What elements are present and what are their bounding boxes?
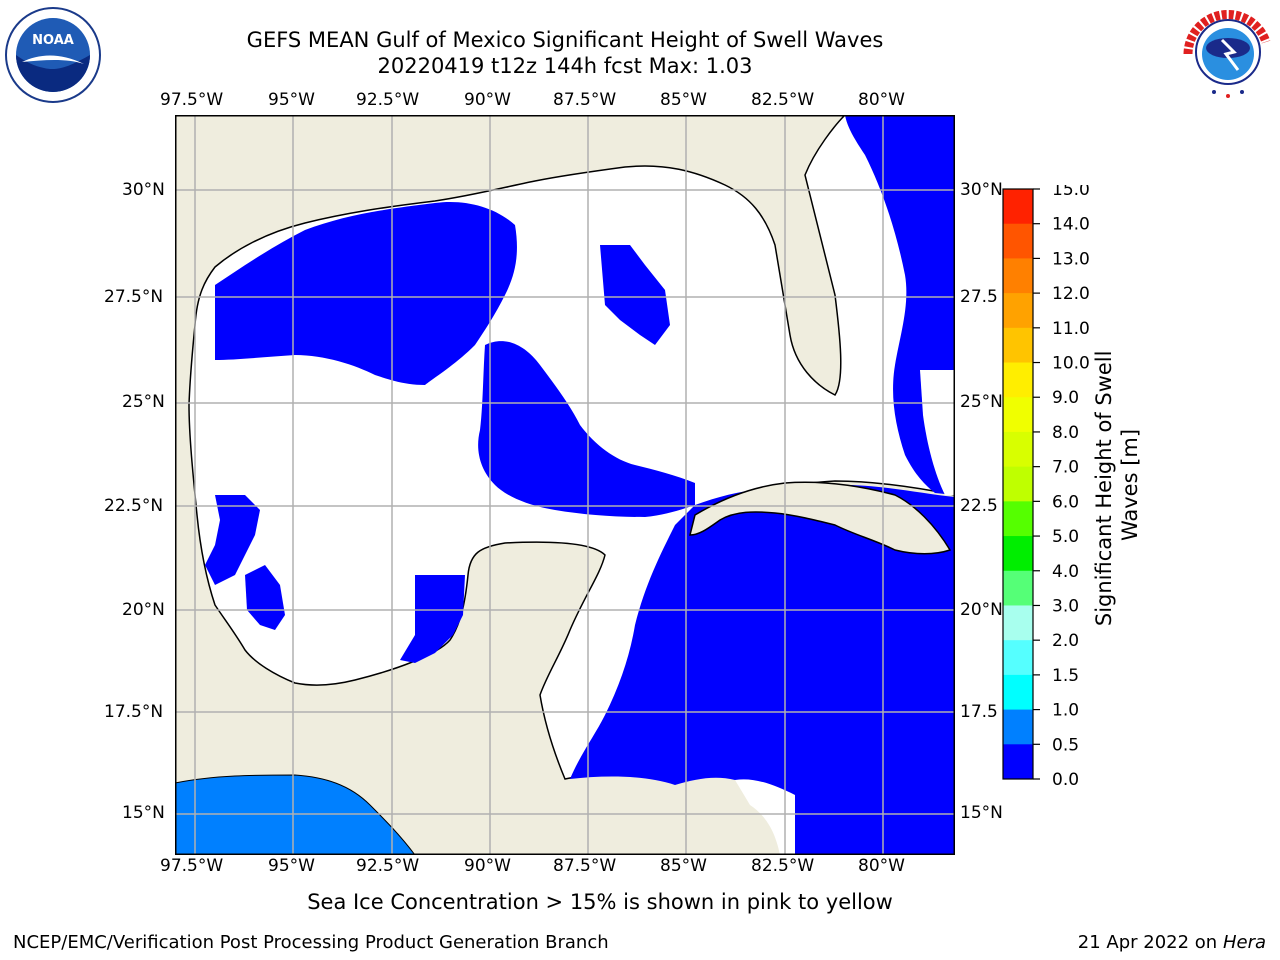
colorbar-band — [1003, 570, 1033, 606]
colorbar-tick-label: 0.0 — [1052, 770, 1079, 790]
lon-label-top: 82.5°W — [751, 90, 815, 110]
date-text: 21 Apr 2022 on — [1077, 932, 1223, 953]
colorbar-frame — [1002, 188, 1034, 780]
colorbar-tick-label: 14.0 — [1052, 215, 1090, 235]
colorbar-tick-label: 9.0 — [1052, 388, 1079, 408]
colorbar-tick-label: 11.0 — [1052, 319, 1090, 339]
lat-label-right: 15°N — [960, 803, 1003, 823]
lon-label-top: 90°W — [464, 90, 511, 110]
colorbar-tick-label: 15.0 — [1052, 185, 1090, 200]
colorbar-band — [1003, 293, 1033, 329]
date-stamp: 21 Apr 2022 on Hera — [1078, 932, 1266, 953]
colorbar-tick-label: 7.0 — [1052, 458, 1079, 478]
lat-label-right: 30°N — [960, 180, 1003, 200]
colorbar-tick-label: 6.0 — [1052, 492, 1079, 512]
map-panel — [175, 115, 955, 855]
caribbean-sea — [570, 484, 955, 855]
colorbar-band — [1003, 709, 1033, 745]
latitude-gridlines — [175, 189, 955, 815]
longitude-gridlines — [194, 115, 884, 855]
colorbar-band — [1003, 431, 1033, 468]
lat-label-left: 25°N — [122, 392, 165, 412]
lat-label-left: 17.5°N — [104, 702, 164, 722]
colorbar-tick-label: 5.0 — [1052, 527, 1079, 547]
colorbar-band — [1003, 327, 1033, 364]
lat-label-left: 15°N — [122, 803, 165, 823]
swell-area-yucatan — [400, 575, 465, 663]
colorbar-ticks: 15.0 14.0 13.0 12.0 11.0 10.0 9.0 8.0 7.0 6.0 5.0 4… — [1033, 185, 1090, 790]
lon-label-bottom: 82.5°W — [751, 856, 815, 876]
lon-label-bottom: 85°W — [660, 856, 707, 876]
lat-label-right: 17.5 — [960, 702, 998, 722]
colorbar-band — [1003, 189, 1033, 225]
colorbar-band — [1003, 397, 1033, 433]
swell-area-sw — [245, 565, 285, 630]
colorbar-band — [1003, 466, 1033, 502]
map-frame — [175, 115, 955, 855]
nws-logo — [1180, 4, 1276, 100]
colorbar-band — [1003, 744, 1033, 780]
colorbar-band — [1003, 223, 1033, 259]
lon-label-bottom: 95°W — [268, 856, 315, 876]
lon-label-bottom: 97.5°W — [160, 856, 224, 876]
colorbar-band — [1003, 536, 1033, 572]
lon-label-bottom: 87.5°W — [553, 856, 617, 876]
swell-area-north — [215, 201, 517, 385]
lon-label-bottom: 90°W — [464, 856, 511, 876]
lon-label-top: 85°W — [660, 90, 707, 110]
swell-area-central — [478, 341, 695, 517]
colorbar-band — [1003, 501, 1033, 537]
colorbar-tick-label: 8.0 — [1052, 423, 1079, 443]
colorbar-tick-label: 3.0 — [1052, 596, 1079, 616]
caribbean-white-patch — [735, 779, 795, 855]
colorbar-tick-label: 10.0 — [1052, 354, 1090, 374]
chart-subtitle: 20220419 t12z 144h fcst Max: 1.03 — [377, 54, 753, 78]
lat-label-right: 22.5 — [960, 496, 998, 516]
credit-text: NCEP/EMC/Verification Post Processing Pr… — [13, 932, 609, 953]
lat-label-right: 27.5 — [960, 287, 998, 307]
machine-name: Hera — [1222, 932, 1266, 953]
sea-ice-note: Sea Ice Concentration > 15% is shown in … — [0, 890, 1280, 914]
lon-label-top: 87.5°W — [553, 90, 617, 110]
colorbar-tick-label: 1.0 — [1052, 701, 1079, 721]
colorbar-label: Significant Height of Swell Waves [m] — [1092, 344, 1142, 626]
pacific-region — [175, 774, 416, 855]
swell-area-ne — [600, 245, 670, 345]
lat-label-left: 20°N — [122, 600, 165, 620]
lat-label-left: 22.5°N — [104, 496, 164, 516]
colorbar-tick-label: 4.0 — [1052, 562, 1079, 582]
lon-label-bottom: 80°W — [858, 856, 905, 876]
colorbar-tick-label: 12.0 — [1052, 284, 1090, 304]
cuba-island — [689, 481, 952, 555]
colorbar-tick-label: 0.5 — [1052, 735, 1079, 755]
colorbar-boxes — [1003, 189, 1033, 780]
colorbar-band — [1003, 258, 1033, 294]
lon-label-bottom: 92.5°W — [356, 856, 420, 876]
lat-label-left: 30°N — [122, 180, 165, 200]
colorbar-band — [1003, 362, 1033, 398]
swell-area-west — [205, 495, 260, 585]
colorbar-tick-label: 2.0 — [1052, 631, 1079, 651]
chart-title: GEFS MEAN Gulf of Mexico Significant Hei… — [246, 28, 884, 52]
colorbar-band — [1003, 605, 1033, 641]
colorbar: 15.0 14.0 13.0 12.0 11.0 10.0 9.0 8.0 7.0 6.0 5.0 4… — [1002, 185, 1142, 790]
lon-label-top: 80°W — [858, 90, 905, 110]
sea-ice-note-text: Sea Ice Concentration > 15% is shown in … — [307, 890, 893, 914]
lat-label-left: 27.5°N — [104, 287, 164, 307]
atlantic-white-patch — [920, 370, 955, 495]
lon-label-top: 92.5°W — [356, 90, 420, 110]
colorbar-band — [1003, 640, 1033, 676]
colorbar-tick-label: 13.0 — [1052, 249, 1090, 269]
lon-label-top: 95°W — [268, 90, 315, 110]
lat-label-right: 25°N — [960, 392, 1003, 412]
colorbar-tick-label: 1.5 — [1052, 666, 1079, 686]
noaa-logo: NOAA — [5, 7, 101, 103]
lon-label-top: 97.5°W — [160, 90, 224, 110]
svg-text:NOAA: NOAA — [32, 33, 74, 48]
colorbar-band — [1003, 674, 1033, 711]
lat-label-right: 20°N — [960, 600, 1003, 620]
